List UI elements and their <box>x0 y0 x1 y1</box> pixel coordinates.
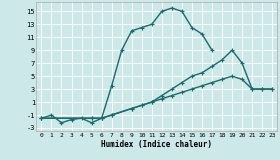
X-axis label: Humidex (Indice chaleur): Humidex (Indice chaleur) <box>101 140 212 149</box>
